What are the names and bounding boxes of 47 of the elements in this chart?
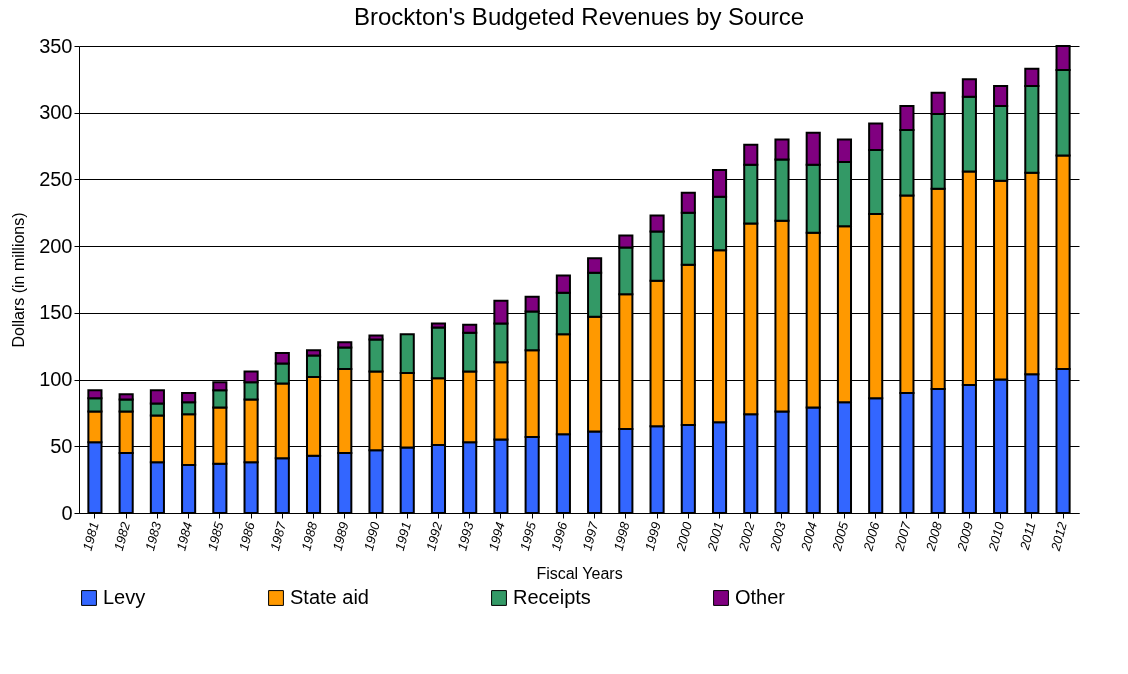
- x-tick-label: 2011: [1016, 520, 1039, 553]
- x-tick-label: 1996: [548, 519, 571, 553]
- legend-label: State aid: [290, 586, 369, 608]
- y-tick-label: 100: [39, 368, 73, 391]
- x-tick-label: 1981: [79, 520, 102, 553]
- y-axis-title: Dollars (in millions): [10, 212, 28, 348]
- x-tick-label: 1982: [110, 519, 134, 553]
- x-tick-label: 2005: [828, 519, 852, 554]
- y-tick-label: 350: [39, 34, 73, 57]
- x-tick-label: 1989: [329, 520, 352, 553]
- x-tick-label: 2010: [985, 519, 1008, 554]
- x-tick-label: 1983: [142, 519, 165, 553]
- x-tick-label: 2006: [860, 519, 883, 554]
- x-tick-label: 1998: [610, 519, 633, 553]
- x-tick-label: 1999: [641, 520, 664, 553]
- x-tick-label: 2001: [704, 520, 727, 554]
- x-tick-label: 1995: [516, 519, 540, 553]
- x-axis-title: Fiscal Years: [536, 565, 623, 583]
- x-tick-label: 1997: [579, 519, 602, 553]
- x-tick-label: 1986: [235, 519, 259, 553]
- x-tick-label: 2000: [672, 519, 696, 554]
- x-tick-label: 2008: [922, 519, 946, 554]
- y-tick-label: 150: [39, 301, 73, 324]
- x-tick-label: 1992: [423, 519, 446, 553]
- x-tick-label: 2007: [891, 519, 914, 554]
- chart-title: Brockton's Budgeted Revenues by Source: [353, 3, 805, 30]
- legend-label: Levy: [103, 586, 146, 608]
- legend-label: Receipts: [513, 586, 591, 608]
- x-tick-label: 1994: [485, 520, 508, 553]
- x-tick-label: 1988: [298, 519, 321, 553]
- x-tick-label: 1985: [204, 519, 227, 553]
- x-tick-label: 2002: [735, 519, 758, 554]
- x-tick-label: 1984: [173, 520, 196, 553]
- x-tick-label: 1987: [267, 519, 290, 553]
- x-tick-label: 2004: [797, 520, 820, 554]
- x-tick-label: 1991: [392, 520, 414, 553]
- y-tick-label: 300: [39, 101, 73, 124]
- x-tick-label: 2009: [953, 520, 977, 554]
- y-tick-label: 200: [39, 234, 73, 257]
- y-tick-label: 0: [61, 501, 73, 524]
- x-tick-label: 1990: [360, 519, 383, 553]
- x-tick-label: 2003: [766, 519, 789, 554]
- y-tick-label: 50: [50, 434, 73, 457]
- x-tick-label: 2012: [1047, 519, 1071, 554]
- y-tick-label: 250: [39, 167, 73, 190]
- x-tick-label: 1993: [454, 519, 477, 553]
- legend-label: Other: [735, 586, 786, 608]
